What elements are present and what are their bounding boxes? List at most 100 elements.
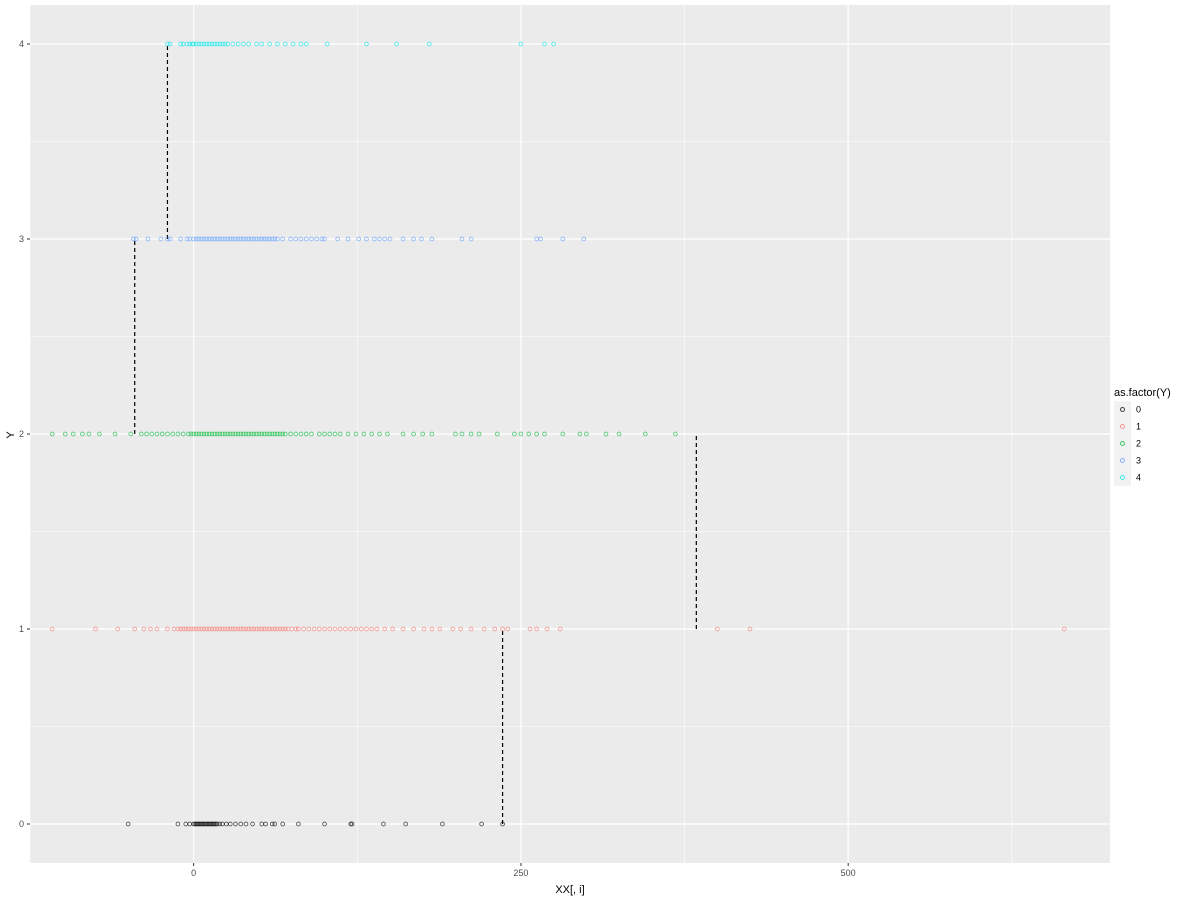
data-point-series-4: [298, 41, 304, 47]
data-point-series-1: [544, 626, 550, 632]
data-point-series-1: [272, 626, 278, 632]
data-point-series-2: [616, 431, 622, 437]
data-point-series-4: [165, 41, 170, 47]
y-axis-ticks: 0 1 2 3 4: [19, 39, 30, 829]
legend-key-symbol: [1120, 458, 1125, 463]
data-point-series-2: [280, 431, 286, 437]
data-point-series-1: [204, 626, 210, 632]
data-point-series-1: [557, 626, 563, 632]
data-point-series-1: [183, 626, 189, 632]
data-point-series-1: [201, 626, 207, 632]
data-point-series-4: [199, 41, 204, 47]
data-point-series-3: [131, 236, 136, 242]
legend-key: [1114, 401, 1131, 418]
data-point-series-1: [322, 626, 327, 632]
legend-title: as.factor(Y): [1114, 387, 1171, 399]
data-point-series-3: [272, 236, 278, 242]
data-point-series-1: [217, 626, 223, 632]
data-point-series-2: [180, 431, 186, 437]
data-point-series-3: [377, 236, 382, 242]
data-point-series-1: [165, 626, 170, 632]
data-point-series-3: [400, 236, 406, 242]
data-point-series-3: [238, 236, 244, 242]
data-point-series-2: [193, 431, 199, 437]
data-point-series-2: [468, 431, 474, 437]
data-point-series-3: [335, 236, 340, 242]
data-point-series-0: [243, 821, 249, 827]
data-point-series-1: [212, 626, 217, 632]
data-point-series-3: [429, 236, 435, 242]
data-point-series-2: [199, 431, 204, 437]
data-point-series-0: [227, 821, 233, 827]
data-point-series-1: [214, 626, 220, 632]
data-point-series-2: [288, 431, 293, 437]
data-point-series-3: [206, 236, 212, 242]
data-point-series-4: [246, 41, 251, 47]
data-point-series-1: [505, 626, 511, 632]
data-point-series-3: [235, 236, 241, 242]
step-lines: [134, 44, 697, 824]
data-point-series-0: [238, 821, 244, 827]
data-point-series-2: [400, 431, 406, 437]
data-point-series-2: [429, 431, 435, 437]
data-point-series-1: [429, 626, 435, 632]
data-point-series-4: [394, 41, 399, 47]
data-point-series-2: [248, 431, 254, 437]
data-point-series-1: [230, 626, 236, 632]
data-point-series-4: [178, 41, 183, 47]
data-point-series-3: [538, 236, 543, 242]
y-tick-label: 0: [19, 819, 24, 829]
data-point-series-1: [178, 626, 183, 632]
data-point-series-2: [476, 431, 482, 437]
data-point-series-3: [259, 236, 265, 242]
data-point-series-1: [296, 626, 301, 632]
data-point-series-2: [560, 431, 566, 437]
data-point-series-2: [170, 431, 176, 437]
data-point-series-2: [337, 431, 343, 437]
data-point-series-2: [526, 431, 532, 437]
data-point-series-1: [364, 626, 369, 632]
data-point-series-3: [280, 236, 286, 242]
data-point-series-3: [209, 236, 215, 242]
data-point-series-4: [282, 41, 288, 47]
data-point-series-2: [212, 431, 217, 437]
data-point-series-1: [714, 626, 720, 632]
data-point-series-1: [220, 626, 225, 632]
data-point-series-4: [217, 41, 223, 47]
data-point-series-2: [494, 431, 500, 437]
data-point-series-3: [227, 236, 233, 242]
data-point-series-4: [167, 41, 173, 47]
data-point-series-1: [348, 626, 354, 632]
data-point-series-3: [145, 236, 151, 242]
data-point-series-3: [201, 236, 207, 242]
data-point-series-4: [191, 41, 196, 47]
data-point-series-2: [128, 431, 134, 437]
data-point-series-1: [225, 626, 231, 632]
y-tick-label: 3: [19, 234, 24, 244]
data-point-series-4: [290, 41, 296, 47]
data-point-series-3: [269, 236, 275, 242]
data-point-series-2: [584, 431, 589, 437]
data-point-series-2: [332, 431, 338, 437]
legend-label: 3: [1136, 456, 1141, 466]
data-point-series-2: [222, 431, 228, 437]
data-point-series-2: [361, 431, 367, 437]
data-point-series-2: [165, 431, 170, 437]
data-point-series-2: [377, 431, 382, 437]
data-point-series-2: [327, 431, 333, 437]
data-point-series-0: [217, 821, 223, 827]
data-point-series-3: [411, 236, 416, 242]
legend-label: 0: [1136, 405, 1141, 415]
data-point-series-3: [264, 236, 270, 242]
data-point-series-2: [209, 431, 215, 437]
data-point-series-1: [311, 626, 317, 632]
data-point-series-2: [251, 431, 257, 437]
data-point-series-2: [264, 431, 270, 437]
data-point-series-3: [225, 236, 231, 242]
data-point-series-3: [191, 236, 196, 242]
data-point-series-2: [230, 431, 236, 437]
legend-key-symbol: [1120, 407, 1125, 412]
data-point-series-2: [62, 431, 68, 437]
data-point-series-2: [518, 431, 524, 437]
